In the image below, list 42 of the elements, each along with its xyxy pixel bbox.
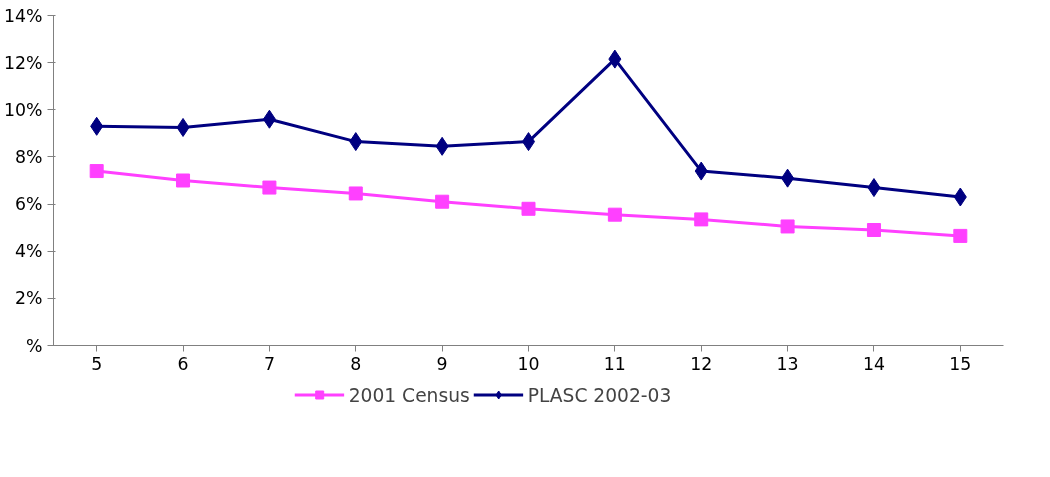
- point: [176, 173, 191, 188]
- point: [348, 186, 363, 201]
- x-tick-label: 7: [263, 353, 275, 374]
- y-tick-label: 14%: [3, 5, 43, 26]
- legend-label: PLASC 2002-03: [527, 384, 672, 405]
- point: [867, 178, 881, 198]
- point: [608, 49, 622, 69]
- point: [176, 117, 190, 137]
- point: [781, 168, 795, 188]
- x-tick-label: 5: [91, 353, 103, 374]
- point: [780, 219, 795, 234]
- x-tick-label: 14: [862, 353, 885, 374]
- point: [607, 207, 622, 222]
- point: [694, 161, 708, 181]
- x-tick-label: 13: [776, 353, 799, 374]
- x-tick-label: 10: [517, 353, 540, 374]
- y-tick-label: 4%: [15, 241, 43, 262]
- y-tick-label: 10%: [3, 99, 43, 120]
- point: [89, 164, 104, 179]
- x-tick-label: 8: [350, 353, 362, 374]
- y-tick-label: 8%: [15, 146, 43, 167]
- y-tick-label: 2%: [15, 288, 43, 309]
- point: [866, 223, 881, 237]
- x-tick-label: 6: [177, 353, 189, 374]
- x-tick-label: 11: [603, 353, 626, 374]
- point: [262, 109, 276, 129]
- point: [521, 201, 536, 216]
- point: [262, 180, 277, 195]
- legend-label: 2001 Census: [348, 384, 470, 405]
- x-tick-label: 15: [949, 353, 972, 374]
- point: [953, 187, 967, 207]
- point: [953, 228, 968, 243]
- point: [90, 116, 104, 136]
- point: [349, 132, 363, 152]
- point: [435, 194, 450, 209]
- y-tick-label: 12%: [3, 52, 43, 73]
- x-tick-label: 9: [436, 353, 448, 374]
- x-tick-label: 12: [690, 353, 713, 374]
- point: [694, 212, 709, 227]
- y-tick-label: %: [26, 335, 43, 356]
- y-tick-label: 6%: [15, 194, 43, 215]
- point: [435, 136, 449, 156]
